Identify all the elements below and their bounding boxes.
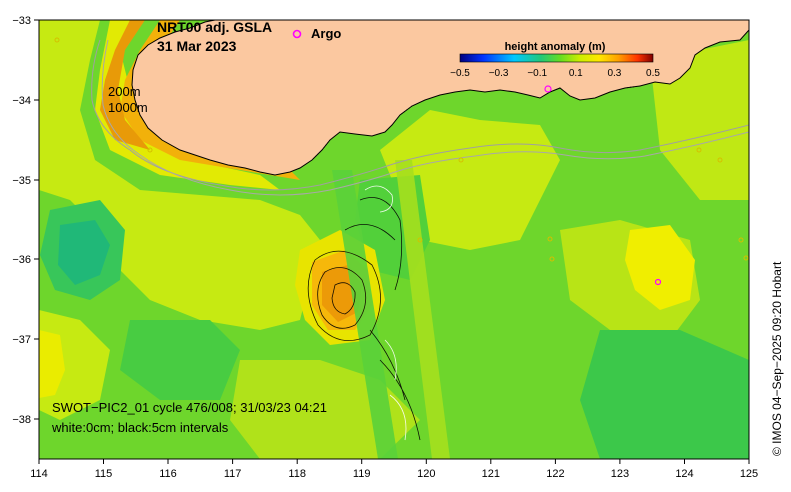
x-tick-label: 119 <box>353 468 371 480</box>
colorbar-gradient <box>459 53 654 63</box>
x-tick-label: 121 <box>482 468 500 480</box>
swot-note-line1: SWOT−PIC2_01 cycle 476/008; 31/03/23 04:… <box>52 400 327 415</box>
anomaly-green-southeast <box>580 330 749 459</box>
swot-contours-white <box>364 185 407 441</box>
colorbar-tick-label: −0.5 <box>450 68 470 79</box>
swot-swath-left <box>332 170 398 459</box>
isobath-1000m-label: 1000m <box>108 100 148 115</box>
map-title-line1: NRT00 adj. GSLA <box>157 19 272 35</box>
y-tick-label: −38 <box>12 414 31 426</box>
ring-marker <box>549 256 555 262</box>
ring-marker <box>743 255 749 261</box>
anomaly-green-west-lower <box>120 320 240 400</box>
anomaly-yellow-southwest <box>39 330 65 398</box>
colorbar-tick-label: 0.1 <box>569 68 583 79</box>
y-tick-label: −36 <box>12 254 31 266</box>
x-tick-label: 123 <box>611 468 629 480</box>
colorbar: height anomaly (m) −0.5 −0.3 −0.1 0.1 0.… <box>450 41 660 79</box>
y-tick-label: −33 <box>12 15 31 27</box>
isobath-200m-label: 200m <box>108 84 141 99</box>
ring-marker <box>717 157 723 163</box>
anomaly-yellowgreen-west <box>39 20 320 330</box>
isobath-1000m <box>101 39 749 196</box>
anomaly-orange-core <box>70 20 150 150</box>
x-tick-label: 125 <box>740 468 758 480</box>
argo-float-markers <box>544 85 662 286</box>
colorbar-title: height anomaly (m) <box>505 41 606 53</box>
ring-marker <box>458 157 464 163</box>
colorbar-tick-label: −0.3 <box>489 68 509 79</box>
y-tick-label: −35 <box>12 175 31 187</box>
x-tick-label: 118 <box>288 468 306 480</box>
map-title-line2: 31 Mar 2023 <box>157 38 237 54</box>
swot-note-line2: white:0cm; black:5cm intervals <box>51 420 229 435</box>
swot-contours-black <box>307 197 421 441</box>
coastline-detail-dots <box>311 85 641 161</box>
anomaly-yellow-east <box>625 225 695 310</box>
anomaly-yellow-north-band <box>39 20 280 190</box>
argo-legend-label: Argo <box>311 26 341 41</box>
isobath-200m <box>91 39 749 191</box>
swot-swath <box>307 160 450 459</box>
x-tick-label: 124 <box>675 468 693 480</box>
x-axis-ticks <box>38 459 750 464</box>
argo-float-marker <box>544 85 552 93</box>
imos-credit: © IMOS 04−Sep−2025 09:20 Hobart <box>770 261 784 456</box>
y-tick-label: −34 <box>12 95 31 107</box>
ring-marker <box>54 37 60 43</box>
map-plot-area <box>39 20 749 459</box>
argo-float-marker <box>654 278 662 286</box>
y-tick-label: −37 <box>12 334 31 346</box>
colorbar-tick-label: −0.1 <box>527 68 547 79</box>
ring-marker <box>738 237 744 243</box>
colorbar-tick-label: 0.3 <box>607 68 621 79</box>
swot-swath-right <box>395 160 450 459</box>
x-tick-label: 115 <box>95 468 113 480</box>
small-ring-markers <box>54 37 749 262</box>
ring-marker <box>147 147 153 153</box>
ring-marker <box>696 147 702 153</box>
y-axis-ticks <box>34 19 39 420</box>
x-tick-label: 122 <box>546 468 564 480</box>
x-tick-label: 117 <box>224 468 242 480</box>
argo-legend-icon <box>292 29 302 39</box>
anomaly-eddy-west-inner <box>58 220 110 285</box>
ring-marker <box>547 236 553 242</box>
ring-marker <box>417 237 423 243</box>
plot-frame <box>38 19 750 460</box>
x-tick-label: 120 <box>417 468 435 480</box>
x-tick-label: 114 <box>30 468 48 480</box>
colorbar-tick-label: 0.5 <box>646 68 660 79</box>
x-tick-label: 116 <box>159 468 177 480</box>
